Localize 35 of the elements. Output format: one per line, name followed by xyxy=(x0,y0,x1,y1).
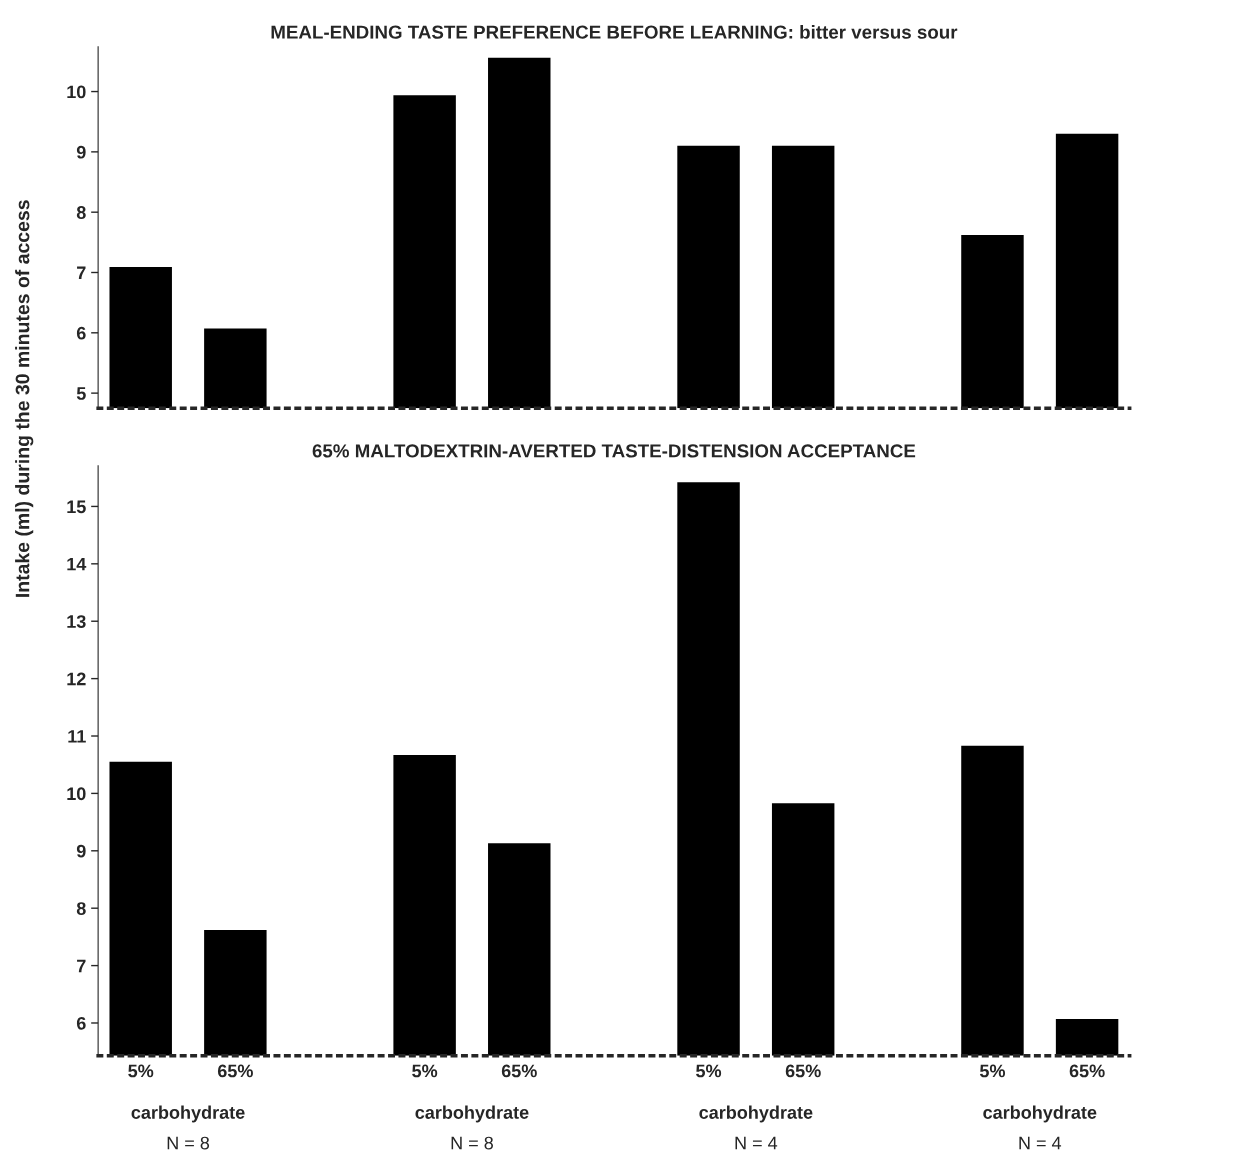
text: carbohydrate xyxy=(415,1105,529,1123)
x-tick-label: 5% xyxy=(979,1064,1006,1078)
text: carbohydrate xyxy=(983,1105,1097,1123)
x-tick-label: 5% xyxy=(696,1064,722,1078)
x-tick-label: 65% xyxy=(217,1064,253,1078)
y-tick-label: 7 xyxy=(77,959,86,973)
text: N = 8 xyxy=(451,1136,493,1150)
text: carbohydrate xyxy=(131,1105,245,1123)
y-tick-label: 8 xyxy=(76,902,86,915)
text: N = 4 xyxy=(735,1136,778,1150)
y-tick-label: 10 xyxy=(67,787,86,801)
y-axis-title: Intake (ml) during the 30 minutes of access xyxy=(15,200,34,597)
y-tick-label: 11 xyxy=(68,730,86,743)
chart-title: MEAL-ENDING TASTE PREFERENCE BEFORE LEARNING: bitter versus sour xyxy=(271,25,958,39)
y-tick-label: 5 xyxy=(76,387,86,400)
y-tick-label: 12 xyxy=(67,672,86,686)
y-tick-label: 14 xyxy=(67,557,87,571)
text: carbohydrate xyxy=(699,1105,813,1123)
x-tick-label: 65% xyxy=(1069,1064,1105,1078)
x-tick-label: 5% xyxy=(412,1064,438,1078)
y-tick-label: 6 xyxy=(76,1016,86,1030)
x-tick-label: 65% xyxy=(785,1064,821,1078)
y-tick-label: 13 xyxy=(67,615,86,628)
x-tick-label: 5% xyxy=(128,1064,154,1078)
text: N = 8 xyxy=(167,1136,210,1150)
y-tick-label: 10 xyxy=(67,85,86,99)
y-tick-label: 8 xyxy=(76,206,86,219)
text: N = 4 xyxy=(1019,1136,1062,1150)
x-tick-label: 65% xyxy=(501,1064,537,1078)
y-tick-label: 15 xyxy=(67,500,86,514)
y-tick-label: 9 xyxy=(76,145,86,159)
chart-title: 65% MALTODEXTRIN-AVERTED TASTE-DISTENSION ACCEPTANCE xyxy=(312,444,916,458)
y-tick-label: 6 xyxy=(76,326,86,340)
y-tick-label: 9 xyxy=(76,844,86,858)
y-tick-label: 7 xyxy=(77,266,86,280)
